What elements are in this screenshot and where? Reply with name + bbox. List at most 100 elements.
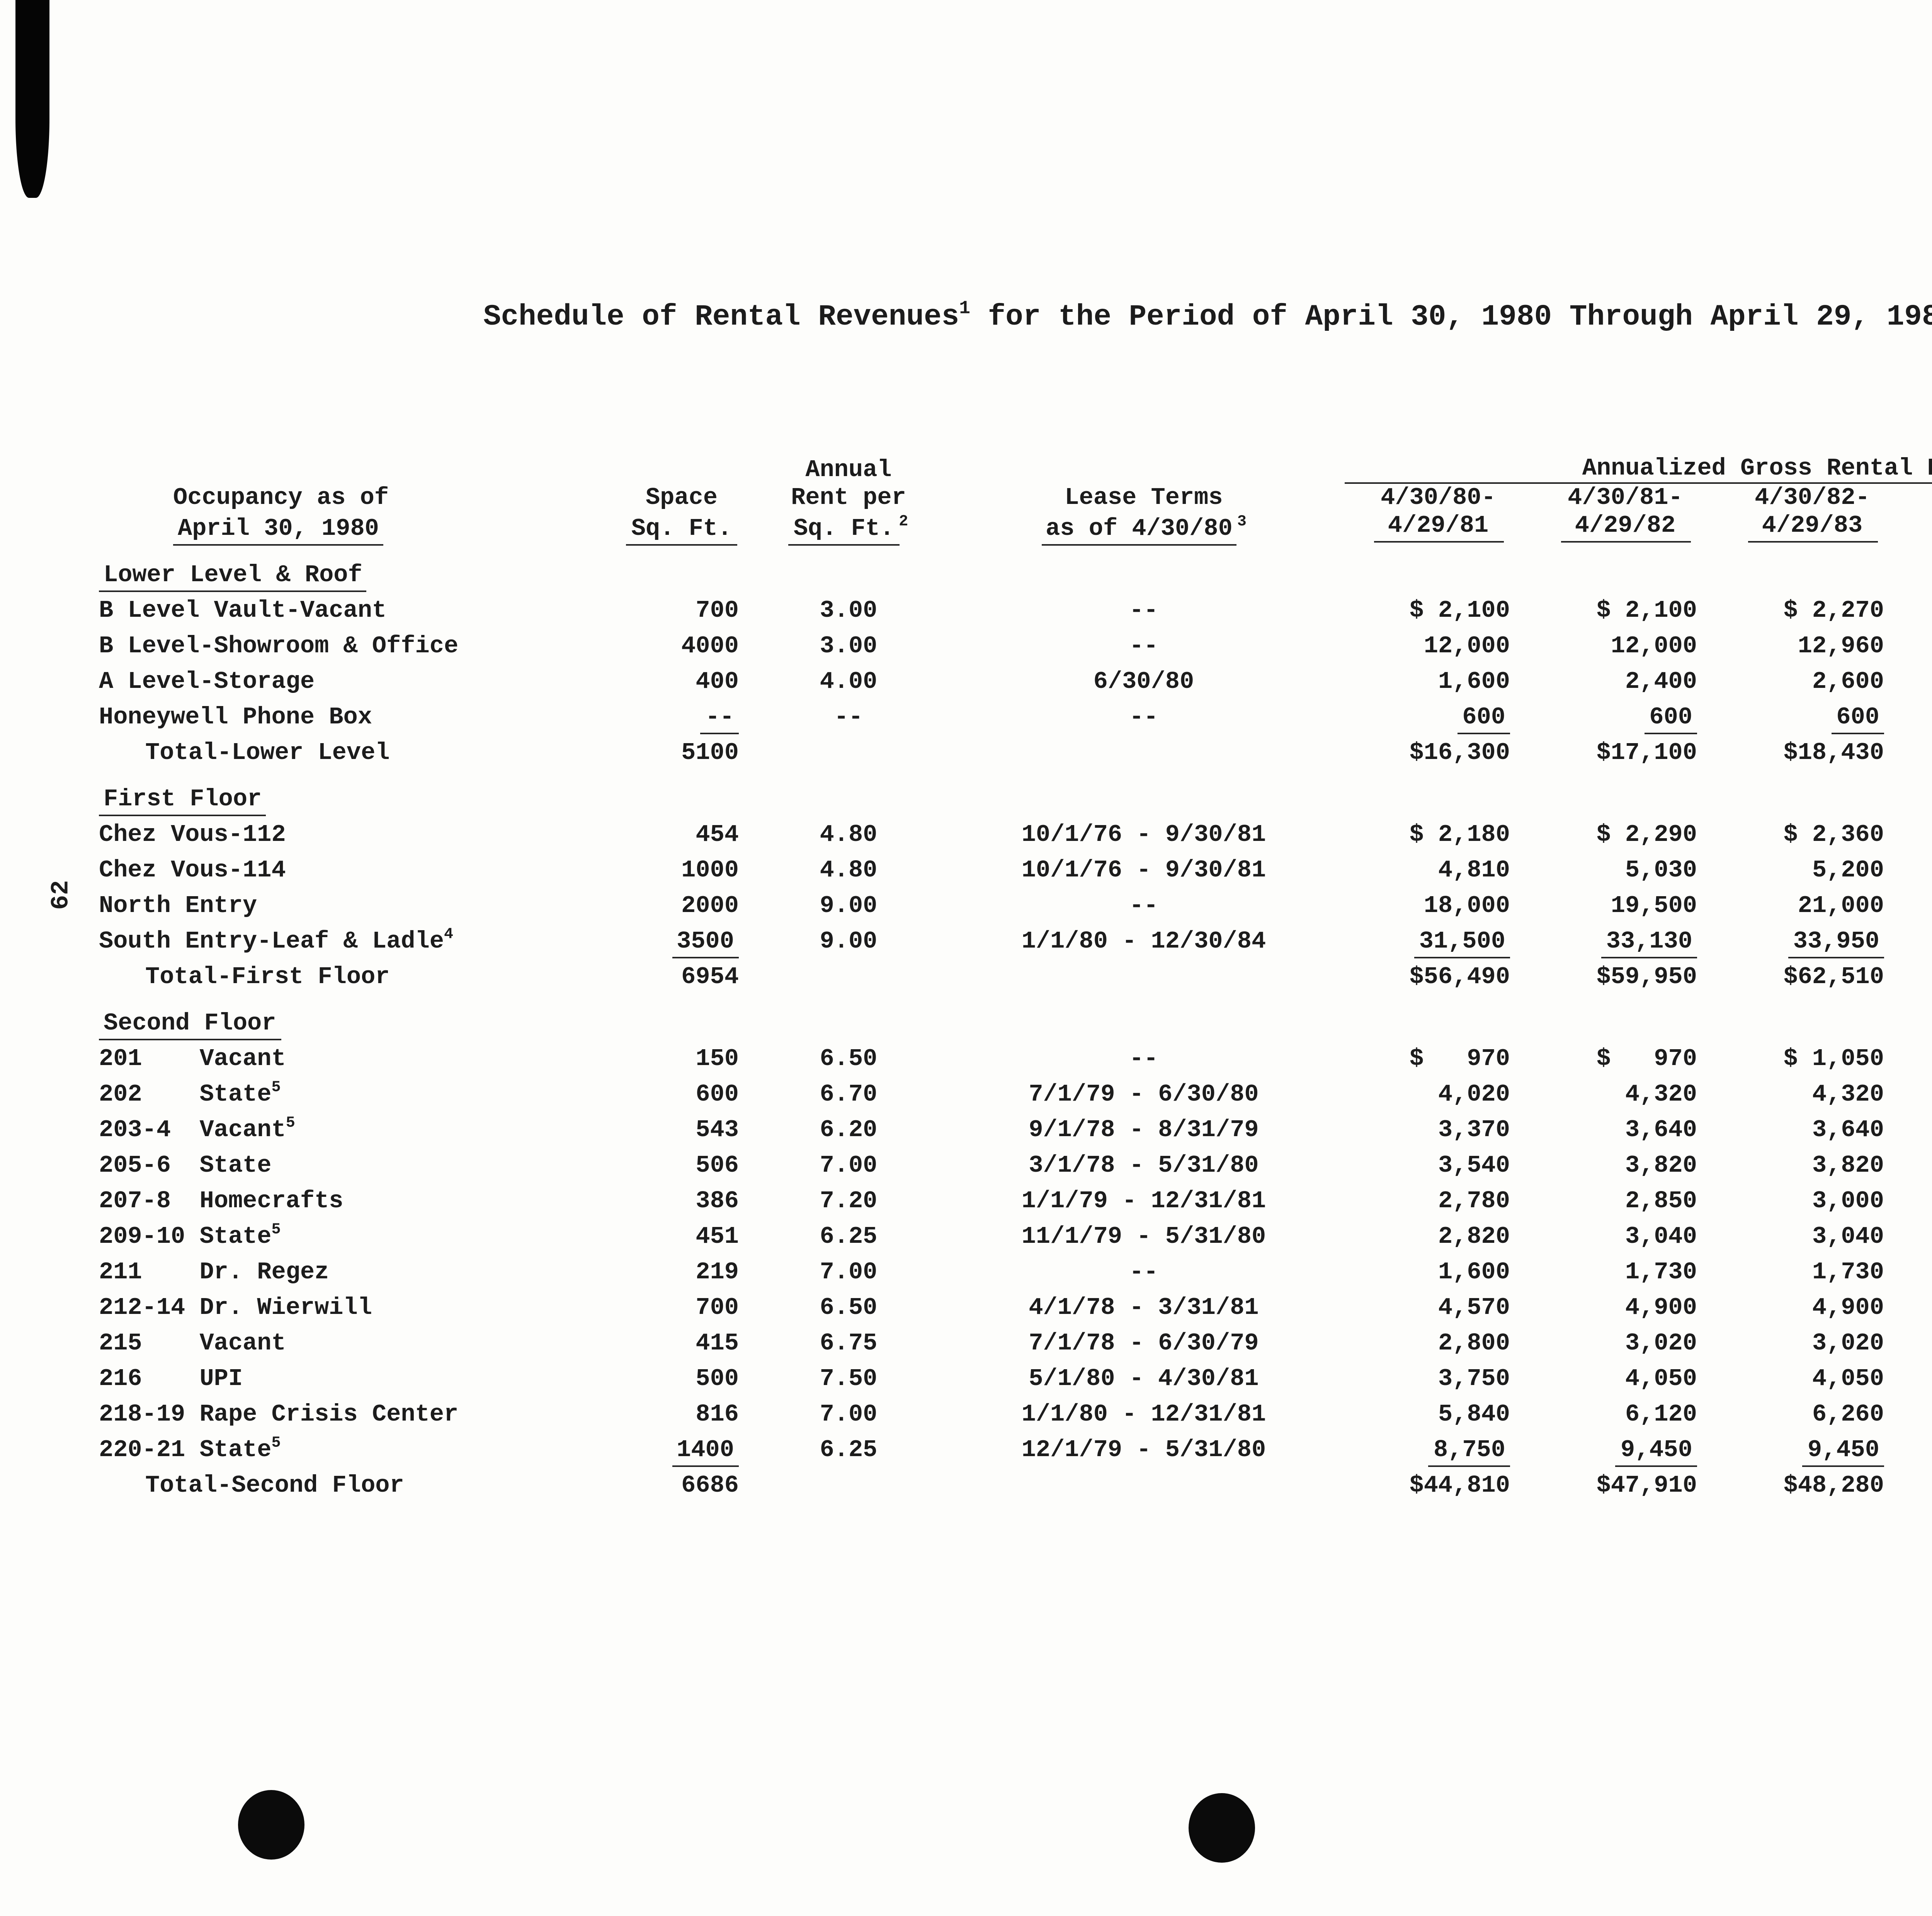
revenue-value: 3,040 — [1625, 1223, 1697, 1251]
revenue-cell: 12,000 — [1532, 624, 1719, 660]
rent-value: 6.50 — [820, 1294, 878, 1322]
rent-value: 6.25 — [820, 1223, 878, 1251]
revenue-cell: $ 970 — [1532, 1037, 1719, 1073]
lease-value: 10/1/76 - 9/30/81 — [1021, 856, 1266, 884]
footnote-ref: 5 — [286, 1116, 295, 1133]
revenue-cell: 19,500 — [1532, 884, 1719, 920]
rent-value: 7.00 — [820, 1152, 878, 1179]
rent-value: 7.00 — [820, 1258, 878, 1286]
section-title: Lower Level & Roof — [99, 561, 367, 592]
lease-cell: 10/1/76 - 9/30/81 — [943, 813, 1345, 849]
revenues-group-label: Annualized Gross Rental Revenues — [1582, 454, 1932, 482]
row-label: North Entry — [99, 892, 257, 920]
rent-value: 4.00 — [820, 668, 878, 696]
rent-header-line1: Rent per — [791, 484, 906, 512]
revenue-cell: 36,670 — [1906, 920, 1932, 955]
row-label: 201 Vacant — [99, 1045, 286, 1073]
rent-value: 9.00 — [820, 892, 878, 920]
space-header-line2: Sq. Ft. — [626, 515, 737, 546]
occupancy-cell: Chez Vous-114 — [99, 849, 609, 884]
rent-cell: 6.50 — [754, 1286, 943, 1322]
space-cell: 3500 — [609, 920, 754, 958]
table-body: Lower Level & Roof B Level Vault-Vacant 70… — [99, 543, 1932, 1499]
row-label: 212-14 Dr. Wierwill — [99, 1294, 372, 1322]
occupancy-cell: A Level-Storage — [99, 660, 609, 696]
title-text: Schedule of Rental Revenues — [483, 300, 959, 334]
section-header-row: Lower Level & Roof — [99, 543, 1932, 592]
row-label: 203-4 Vacant — [99, 1116, 286, 1144]
revenue-cell: 10,200 — [1906, 1428, 1932, 1464]
space-cell: 400 — [609, 660, 754, 696]
revenue-cell: 4,900 — [1906, 1286, 1932, 1322]
revenue-value: 4,900 — [1625, 1294, 1697, 1322]
revenue-value: 3,640 — [1812, 1116, 1884, 1144]
row-label: Chez Vous-112 — [99, 821, 286, 849]
revenue-total-value: $62,510 — [1783, 963, 1884, 991]
footnote-ref: 5 — [271, 1436, 281, 1453]
lease-cell: 7/1/79 - 6/30/80 — [943, 1073, 1345, 1108]
space-cell: 506 — [609, 1144, 754, 1179]
revenue-cell: 2,600 — [1719, 660, 1906, 696]
revenue-value: 3,640 — [1625, 1116, 1697, 1144]
occupancy-cell: North Entry — [99, 884, 609, 920]
revenue-value: 2,850 — [1625, 1187, 1697, 1215]
revenue-value: 1,730 — [1625, 1258, 1697, 1286]
row-label: 220-21 State — [99, 1436, 272, 1464]
lease-cell: 5/1/80 - 4/30/81 — [943, 1357, 1345, 1393]
lease-value: 1/1/80 - 12/31/81 — [1021, 1400, 1266, 1428]
footnote-ref-3: 3 — [1237, 514, 1247, 532]
rent-cell: 7.00 — [754, 1251, 943, 1286]
footnote-ref-1: 1 — [959, 298, 971, 320]
revenue-cell: 31,500 — [1345, 920, 1532, 958]
row-label: 218-19 Rape Crisis Center — [99, 1400, 459, 1428]
table-row: Chez Vous-112 454 4.80 10/1/76 - 9/30/81 $ 2… — [99, 813, 1932, 849]
revenue-cell: 2,800 — [1906, 660, 1932, 696]
space-cell: 5100 — [609, 731, 754, 767]
revenue-value: 2,800 — [1438, 1329, 1510, 1357]
revenue-cell: 3,370 — [1345, 1108, 1532, 1144]
table-row: 215 Vacant 415 6.75 7/1/78 - 6/30/79 2,800 3,… — [99, 1322, 1932, 1357]
lease-cell: -- — [943, 624, 1345, 660]
revenue-value: 1,730 — [1812, 1258, 1884, 1286]
rent-value: 3.00 — [820, 632, 878, 660]
lease-value: 12/1/79 - 5/31/80 — [1021, 1436, 1266, 1464]
revenue-cell: 600 — [1345, 696, 1532, 734]
revenue-value: 4,320 — [1812, 1081, 1884, 1108]
table-row: 216 UPI 500 7.50 5/1/80 - 4/30/81 3,750 4,050… — [99, 1357, 1932, 1393]
revenue-total-value: $59,950 — [1596, 963, 1697, 991]
period-1-line1: 4/30/80- — [1381, 484, 1496, 512]
rent-cell: 6.20 — [754, 1108, 943, 1144]
lease-value: 1/1/79 - 12/31/81 — [1021, 1187, 1266, 1215]
revenue-value: $ 2,360 — [1783, 821, 1884, 849]
revenue-value: 3,370 — [1438, 1116, 1510, 1144]
lease-cell — [943, 1464, 1345, 1499]
revenue-cell: 22,500 — [1906, 884, 1932, 920]
revenue-cell: $ 2,270 — [1906, 589, 1932, 624]
revenue-value: $ 2,100 — [1596, 597, 1697, 624]
column-header-annual: Annual — [754, 448, 943, 483]
column-header-period-2: 4/29/82 — [1532, 512, 1719, 543]
revenue-value: 2,780 — [1438, 1187, 1510, 1215]
revenue-cell: 6,530 — [1906, 1393, 1932, 1428]
lease-value: 3/1/78 - 5/31/80 — [1029, 1152, 1259, 1179]
revenue-value: 3,020 — [1812, 1329, 1884, 1357]
revenue-value: 4,570 — [1438, 1294, 1510, 1322]
rent-cell: 6.25 — [754, 1215, 943, 1251]
revenue-cell: 3,820 — [1532, 1144, 1719, 1179]
revenue-cell: 2,400 — [1532, 660, 1719, 696]
revenue-value: 2,600 — [1812, 668, 1884, 696]
row-label: 209-10 State — [99, 1223, 272, 1251]
revenue-cell: 3,640 — [1906, 1108, 1932, 1144]
space-value: 150 — [696, 1045, 739, 1073]
space-cell: 700 — [609, 589, 754, 624]
rent-value: 3.00 — [820, 597, 878, 624]
rent-value: 7.20 — [820, 1187, 878, 1215]
revenue-value: $ 2,290 — [1596, 821, 1697, 849]
revenue-cell: 4,320 — [1532, 1073, 1719, 1108]
space-value: 506 — [696, 1152, 739, 1179]
lease-cell: 4/1/78 - 3/31/81 — [943, 1286, 1345, 1322]
column-header-period-3: 4/30/82- — [1719, 483, 1906, 512]
space-cell: 454 — [609, 813, 754, 849]
scan-artifact-top-left — [15, 0, 49, 198]
space-cell: -- — [609, 696, 754, 734]
